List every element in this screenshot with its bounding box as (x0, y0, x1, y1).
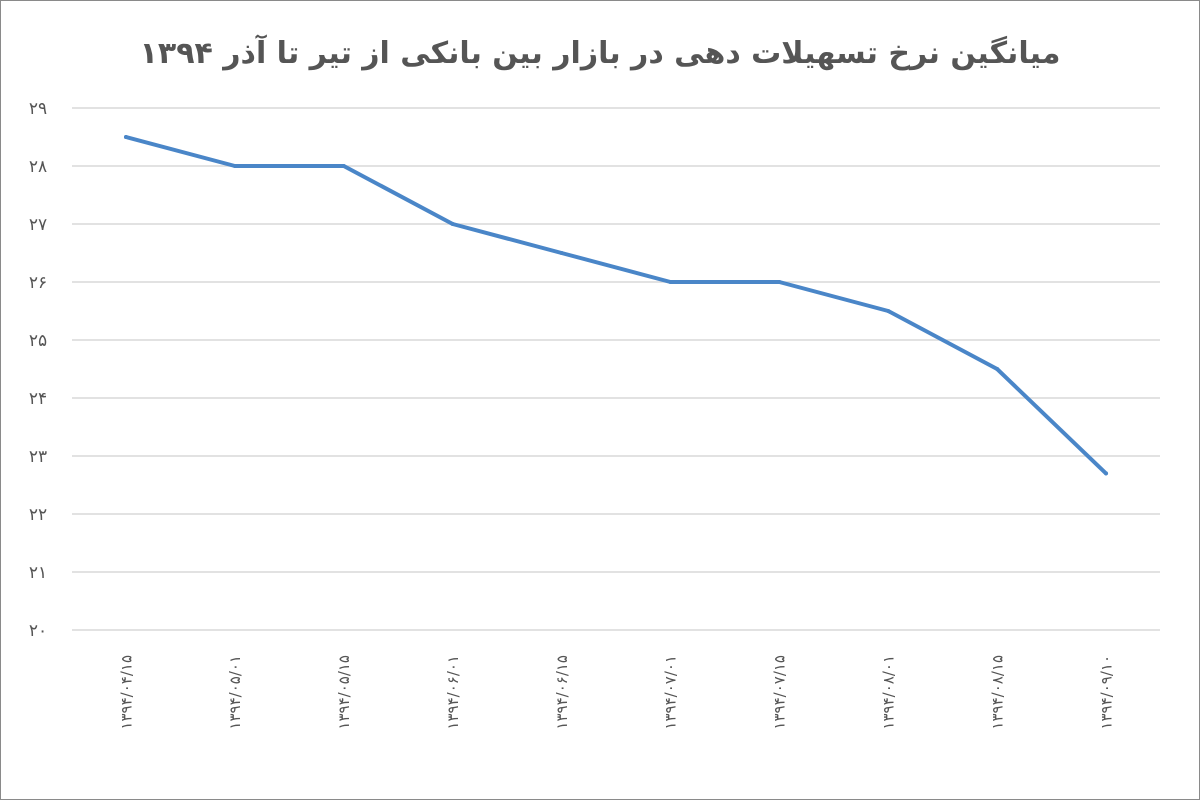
y-axis-ticks: ۲۰ ۲۱ ۲۲ ۲۳ ۲۴ ۲۵ ۲۶ ۲۷ ۲۸ ۲۹ (29, 99, 47, 641)
y-tick-label: ۲۹ (29, 99, 47, 119)
x-tick-label: ۱۳۹۴/۰۸/۱۵ (988, 655, 1006, 730)
chart-title: میانگین نرخ تسهیلات دهی در بازار بین بان… (139, 36, 1061, 71)
data-point (559, 251, 564, 255)
x-tick-label: ۱۳۹۴/۰۵/۱۵ (335, 655, 353, 730)
y-tick-label: ۲۷ (29, 215, 47, 235)
series-line (124, 135, 1108, 476)
series (124, 135, 1108, 476)
gridlines (72, 107, 1160, 631)
x-tick-label: ۱۳۹۴/۰۷/۱۵ (771, 655, 789, 730)
data-point (668, 280, 673, 284)
data-point (450, 222, 455, 226)
x-tick-label: ۱۳۹۴/۰۶/۱۵ (553, 655, 571, 730)
y-tick-label: ۲۰ (29, 621, 47, 641)
data-point (232, 164, 237, 168)
y-tick-label: ۲۸ (29, 157, 47, 177)
data-point (886, 309, 891, 313)
x-tick-label: ۱۳۹۴/۰۵/۰۱ (226, 655, 244, 730)
x-tick-label: ۱۳۹۴/۰۷/۰۱ (662, 655, 680, 730)
y-tick-label: ۲۴ (29, 389, 47, 409)
y-tick-label: ۲۲ (29, 505, 47, 525)
data-point (995, 367, 1000, 371)
x-tick-label: ۱۳۹۴/۰۸/۰۱ (879, 655, 897, 730)
data-point (341, 164, 346, 168)
data-point (1104, 471, 1108, 476)
y-tick-label: ۲۱ (29, 563, 47, 583)
y-tick-label: ۲۵ (29, 331, 47, 351)
x-axis-ticks: ۱۳۹۴/۰۴/۱۵ ۱۳۹۴/۰۵/۰۱ ۱۳۹۴/۰۵/۱۵ ۱۳۹۴/۰۶/۰۱… (117, 655, 1115, 730)
x-tick-label: ۱۳۹۴/۰۹/۱۰ (1097, 655, 1115, 730)
x-tick-label: ۱۳۹۴/۰۴/۱۵ (117, 655, 135, 730)
data-point (777, 280, 782, 284)
y-tick-label: ۲۶ (29, 273, 47, 293)
data-point (124, 135, 128, 139)
y-tick-label: ۲۳ (29, 447, 47, 467)
x-tick-label: ۱۳۹۴/۰۶/۰۱ (444, 655, 462, 730)
